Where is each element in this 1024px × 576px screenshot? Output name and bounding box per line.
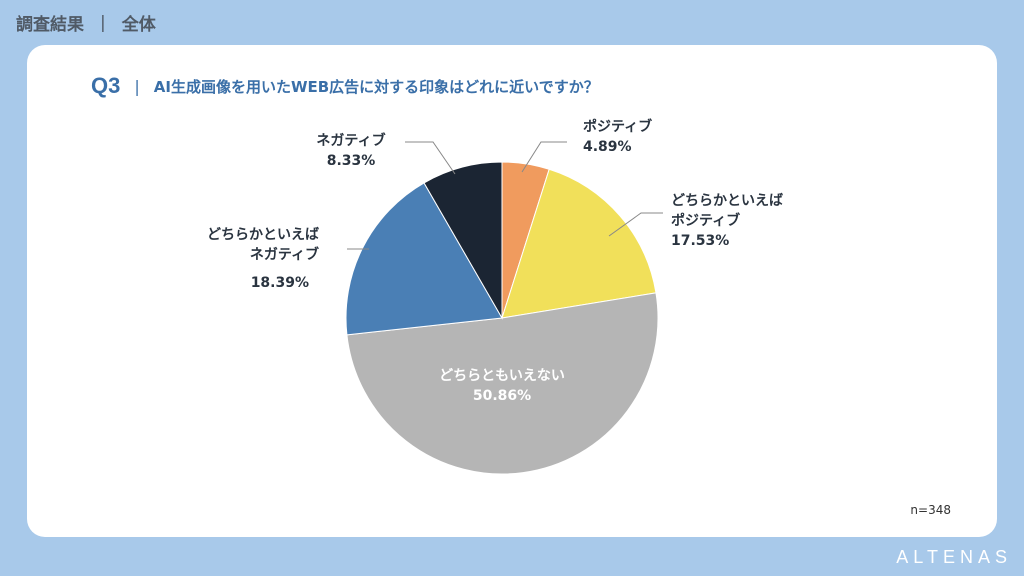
result-card: Q3 | AI生成画像を用いたWEB広告に対する印象はどれに近いですか？ ポジテ… bbox=[27, 45, 997, 537]
header-scope: 全体 bbox=[121, 15, 156, 35]
page-header: 調査結果 | 全体 bbox=[16, 10, 156, 36]
question-text: AI生成画像を用いたWEB広告に対する印象はどれに近いですか？ bbox=[153, 77, 599, 96]
header-separator: | bbox=[100, 12, 106, 33]
leader-line-positive bbox=[521, 141, 567, 173]
label-somewhat-positive: どちらかといえば ポジティブ 17.53% bbox=[671, 191, 783, 251]
label-neutral-pct: 50.86% bbox=[472, 388, 532, 404]
label-somewhat-negative-pct: 18.39% bbox=[250, 275, 309, 291]
label-negative-pct: 8.33% bbox=[326, 153, 376, 169]
label-somewhat-negative-name-line2: ネガティブ bbox=[249, 247, 319, 263]
slice-negative bbox=[423, 161, 503, 320]
label-somewhat-negative-name-line1: どちらかといえば bbox=[207, 227, 319, 243]
pie-chart bbox=[345, 141, 663, 475]
label-negative-name: ネガティブ bbox=[316, 133, 386, 149]
slice-somewhat-negative bbox=[345, 182, 503, 336]
label-somewhat-positive-pct: 17.53% bbox=[671, 233, 730, 249]
question-row: Q3 | AI生成画像を用いたWEB広告に対する印象はどれに近いですか？ bbox=[91, 73, 599, 99]
label-negative: ネガティブ 8.33% bbox=[303, 131, 399, 171]
label-positive-pct: 4.89% bbox=[583, 139, 632, 155]
question-separator: | bbox=[134, 76, 140, 96]
slice-somewhat-positive bbox=[501, 168, 657, 319]
label-positive: ポジティブ 4.89% bbox=[583, 117, 652, 157]
label-neutral-name: どちらともいえない bbox=[439, 368, 565, 384]
leader-line-negative bbox=[405, 141, 456, 175]
leader-line-somewhat-positive bbox=[608, 212, 663, 237]
label-positive-name: ポジティブ bbox=[583, 119, 653, 135]
brand-logo: ALTENAS bbox=[896, 547, 1012, 567]
label-somewhat-positive-name-line2: ポジティブ bbox=[671, 213, 741, 229]
header-title: 調査結果 bbox=[16, 15, 84, 35]
slice-neutral bbox=[346, 292, 659, 475]
question-number: Q3 bbox=[91, 73, 121, 98]
label-somewhat-negative: どちらかといえば ネガティブ 18.39% bbox=[167, 225, 319, 293]
label-somewhat-positive-name-line1: どちらかといえば bbox=[671, 193, 783, 209]
sample-size: n=348 bbox=[910, 503, 951, 517]
label-neutral: どちらともいえない 50.86% bbox=[422, 366, 582, 406]
